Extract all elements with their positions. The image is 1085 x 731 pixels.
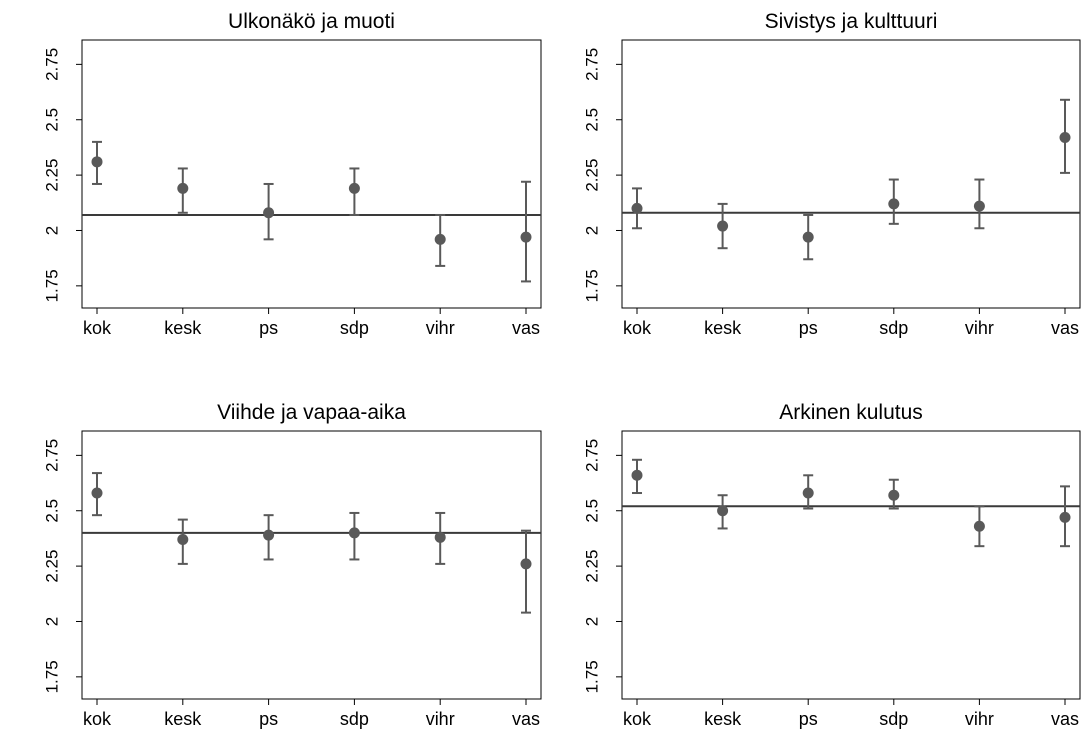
x-tick-label: vihr <box>426 709 455 729</box>
data-point <box>520 231 532 243</box>
x-tick-label: kesk <box>164 318 202 338</box>
x-tick-label: ps <box>259 709 278 729</box>
x-tick-label: vas <box>512 709 540 729</box>
data-point <box>717 505 729 517</box>
chart-panel-2: Sivistys ja kulttuuri 1.75 2 2.25 2.5 2.75 kok… <box>583 10 1081 338</box>
y-tick-label: 2 <box>43 226 62 235</box>
data-point <box>263 529 275 541</box>
x-tick-label: ps <box>799 318 818 338</box>
x-tick-label: ps <box>799 709 818 729</box>
chart-title: Viihde ja vapaa-aika <box>217 401 406 424</box>
chart-title: Sivistys ja kulttuuri <box>765 10 938 33</box>
y-tick-label: 1.75 <box>583 660 602 693</box>
x-tick-label: sdp <box>879 709 908 729</box>
y-tick-label: 2.5 <box>43 499 62 523</box>
y-tick-label: 2 <box>583 617 602 626</box>
data-point <box>1059 131 1071 143</box>
x-tick-label: vihr <box>965 318 994 338</box>
chart-panel-3: Viihde ja vapaa-aika 1.75 2 2.25 2.5 2.75 kok k… <box>43 401 542 729</box>
x-tick-label: sdp <box>340 709 369 729</box>
y-tick-label: 2.75 <box>43 48 62 81</box>
x-tick-label: ps <box>259 318 278 338</box>
data-point <box>177 182 189 194</box>
x-tick-label: kok <box>83 318 112 338</box>
y-tick-label: 1.75 <box>43 660 62 693</box>
y-tick-label: 1.75 <box>583 269 602 302</box>
data-point <box>631 469 643 481</box>
y-tick-label: 2 <box>583 226 602 235</box>
x-tick-label: kesk <box>704 709 742 729</box>
data-point <box>434 233 446 245</box>
data-point <box>973 200 985 212</box>
y-tick-label: 2.75 <box>583 48 602 81</box>
plot-frame <box>621 39 1081 309</box>
data-point <box>888 198 900 210</box>
x-tick-label: kok <box>623 318 652 338</box>
y-tick-label: 2.5 <box>583 108 602 132</box>
chart-panel-1: Ulkonäkö ja muoti 1.75 2 2.25 2.5 2.75 kok kesk… <box>43 10 542 338</box>
x-tick-label: kesk <box>704 318 742 338</box>
x-tick-label: vas <box>1051 318 1079 338</box>
y-tick-label: 2.25 <box>43 159 62 192</box>
data-point <box>263 207 275 219</box>
y-tick-label: 2.75 <box>583 439 602 472</box>
y-tick-label: 2.5 <box>583 499 602 523</box>
x-tick-label: sdp <box>340 318 369 338</box>
plot-frame <box>81 430 542 700</box>
data-point <box>888 489 900 501</box>
x-tick-label: vas <box>512 318 540 338</box>
y-tick-label: 1.75 <box>43 269 62 302</box>
x-tick-label: kok <box>83 709 112 729</box>
data-point <box>91 487 103 499</box>
data-point <box>177 534 189 546</box>
chart-title: Ulkonäkö ja muoti <box>228 10 395 33</box>
chart-title: Arkinen kulutus <box>779 401 923 424</box>
plot-frame <box>81 39 542 309</box>
data-point <box>91 156 103 168</box>
data-point <box>802 487 814 499</box>
y-tick-label: 2.25 <box>583 159 602 192</box>
x-tick-label: vas <box>1051 709 1079 729</box>
y-tick-label: 2 <box>43 617 62 626</box>
x-tick-label: vihr <box>426 318 455 338</box>
x-tick-label: vihr <box>965 709 994 729</box>
y-tick-label: 2.75 <box>43 439 62 472</box>
y-tick-label: 2.25 <box>43 550 62 583</box>
plot-frame <box>621 430 1081 700</box>
data-point <box>348 527 360 539</box>
data-point <box>348 182 360 194</box>
y-tick-label: 2.25 <box>583 550 602 583</box>
x-tick-label: kok <box>623 709 652 729</box>
y-tick-label: 2.5 <box>43 108 62 132</box>
data-point <box>973 520 985 532</box>
data-point <box>1059 511 1071 523</box>
x-tick-label: kesk <box>164 709 202 729</box>
data-point <box>520 558 532 570</box>
x-tick-label: sdp <box>879 318 908 338</box>
chart-panel-4: Arkinen kulutus 1.75 2 2.25 2.5 2.75 kok kesk ps… <box>583 401 1081 729</box>
data-point <box>717 220 729 232</box>
data-point <box>631 202 643 214</box>
data-point <box>434 531 446 543</box>
data-point <box>802 231 814 243</box>
